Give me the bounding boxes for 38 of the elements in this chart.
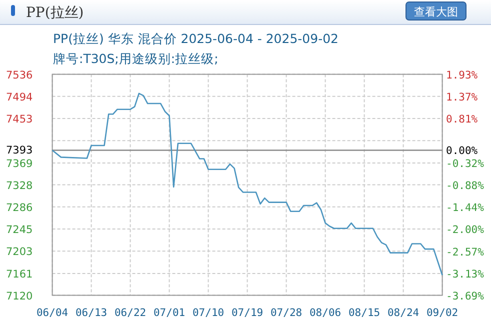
y2-tick-label: -3.69% xyxy=(446,290,485,302)
chart-title: PP(拉丝) 华东 混合价 2025-06-04 - 2025-09-02 xyxy=(53,31,338,46)
y-tick-label: 7494 xyxy=(6,91,34,104)
x-tick-label: 06/22 xyxy=(114,307,146,319)
y2-tick-label: 1.37% xyxy=(446,91,478,104)
y-tick-label: 7245 xyxy=(6,224,33,236)
x-tick-label: 08/06 xyxy=(309,307,342,319)
x-tick-label: 08/15 xyxy=(348,307,380,319)
chart-subtitle: 牌号:T30S;用途级别:拉丝级; xyxy=(53,51,218,66)
x-tick-label: 09/02 xyxy=(426,307,458,319)
line-series xyxy=(52,92,443,276)
x-tick-label: 08/24 xyxy=(387,307,420,319)
y2-tick-label: 1.93% xyxy=(446,69,478,82)
y2-tick-label: -3.13% xyxy=(446,268,485,280)
y-tick-label: 7161 xyxy=(6,268,33,281)
y-tick-label: 7536 xyxy=(6,69,34,82)
y-tick-label: 7328 xyxy=(6,180,33,192)
x-tick-label: 06/13 xyxy=(75,307,108,319)
y-tick-label: 7286 xyxy=(6,202,34,214)
x-tick-label: 07/28 xyxy=(270,307,302,319)
x-tick-label: 07/01 xyxy=(153,307,186,319)
x-tick-label: 07/19 xyxy=(231,307,264,319)
text: PP(拉丝) xyxy=(26,5,84,21)
y2-tick-label: -0.88% xyxy=(446,180,485,192)
y-tick-label: 7203 xyxy=(6,246,33,258)
y-tick-label: 7369 xyxy=(6,158,33,170)
y2-tick-label: -0.32% xyxy=(446,158,485,170)
x-tick-label: 07/10 xyxy=(192,307,224,319)
y2-tick-label: -2.57% xyxy=(446,246,485,258)
y2-tick-label: 0.00% xyxy=(446,145,478,158)
y2-tick-label: -1.44% xyxy=(446,202,485,214)
x-tick-label: 06/04 xyxy=(36,307,68,319)
y-tick-label: 7453 xyxy=(6,114,33,126)
y-tick-label: 7120 xyxy=(6,290,33,302)
ref-line-label: 7393 xyxy=(6,144,33,156)
y2-tick-label: -2.00% xyxy=(446,224,485,236)
text: 查看大图 xyxy=(414,6,458,18)
y2-tick-label: 0.81% xyxy=(446,113,478,126)
